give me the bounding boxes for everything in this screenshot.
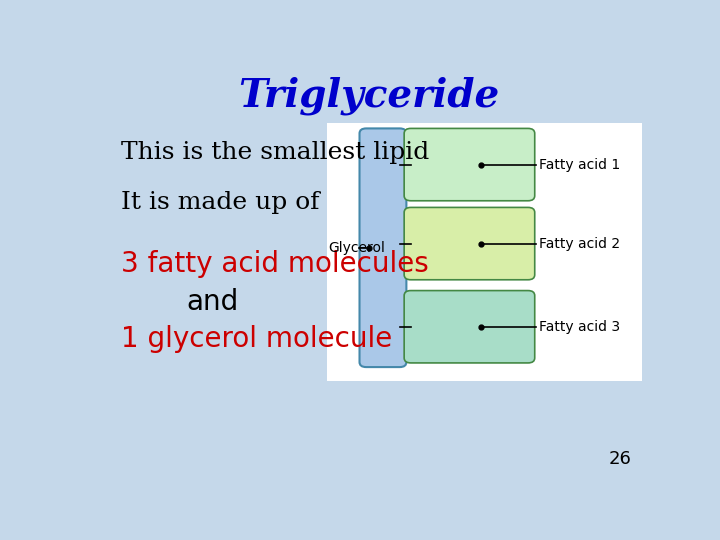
FancyBboxPatch shape xyxy=(327,123,642,381)
Text: 1 glycerol molecule: 1 glycerol molecule xyxy=(121,325,392,353)
Text: Fatty acid 1: Fatty acid 1 xyxy=(539,158,621,172)
FancyBboxPatch shape xyxy=(404,207,535,280)
FancyBboxPatch shape xyxy=(404,291,535,363)
Text: Fatty acid 3: Fatty acid 3 xyxy=(539,320,621,334)
Text: This is the smallest lipid: This is the smallest lipid xyxy=(121,140,429,164)
Text: Triglyceride: Triglyceride xyxy=(238,77,500,115)
Text: Fatty acid 2: Fatty acid 2 xyxy=(539,237,621,251)
FancyBboxPatch shape xyxy=(404,129,535,201)
FancyBboxPatch shape xyxy=(359,129,406,367)
Text: and: and xyxy=(186,288,239,316)
Text: 26: 26 xyxy=(608,450,631,468)
Text: 3 fatty acid molecules: 3 fatty acid molecules xyxy=(121,251,428,279)
Text: Glycerol: Glycerol xyxy=(328,241,385,255)
Text: It is made up of: It is made up of xyxy=(121,191,319,213)
